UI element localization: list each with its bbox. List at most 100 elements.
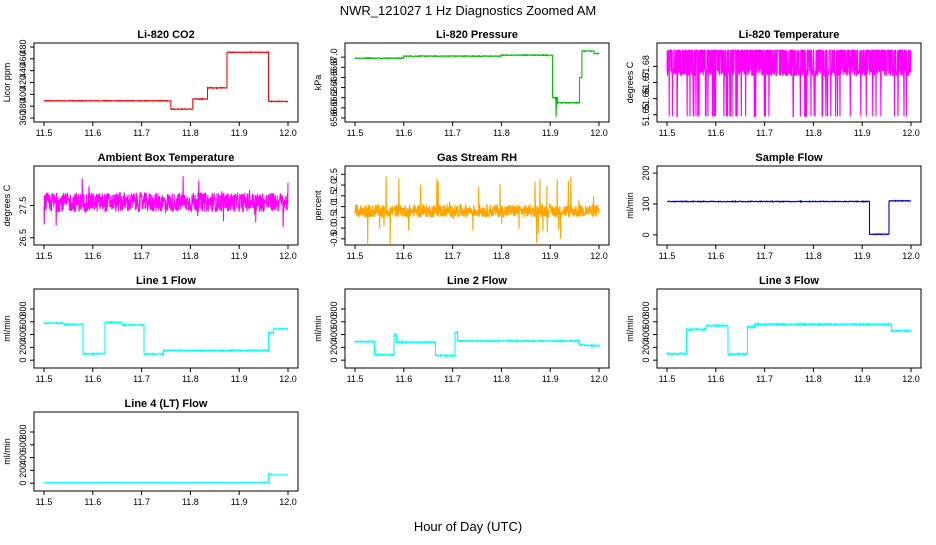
y-axis-label: ml/min: [2, 438, 12, 465]
y-axis-label: ml/min: [313, 315, 323, 342]
y-tick-label: 65.8: [329, 109, 339, 127]
x-tick-label: 11.9: [854, 374, 871, 384]
x-tick-label: 11.6: [707, 374, 724, 384]
x-tick-label: 11.8: [182, 497, 199, 507]
panel-frame: [656, 165, 922, 246]
x-tick-label: 11.6: [707, 128, 724, 138]
panel-2: Li-820 Temperature degrees C 11.5 11.6 11.7 1…: [625, 29, 922, 138]
x-tick-label: 11.7: [133, 497, 150, 507]
x-tick-label: 11.9: [542, 251, 559, 261]
x-tick-label: 11.9: [231, 497, 248, 507]
x-tick-label: 11.8: [182, 374, 199, 384]
x-tick-label: 11.5: [36, 374, 53, 384]
x-tick-label: 11.8: [493, 128, 510, 138]
panel-title: Gas Stream RH: [437, 152, 517, 164]
y-tick-label: -0.5: [329, 231, 339, 247]
x-tick-label: 11.6: [84, 497, 101, 507]
x-tick-label: 12.0: [902, 374, 920, 384]
y-tick-label: 0.0: [329, 222, 339, 235]
y-tick-label: 800: [18, 301, 28, 316]
x-tick-label: 11.5: [347, 251, 364, 261]
x-tick-label: 11.7: [133, 374, 150, 384]
y-tick-label: 2.0: [329, 179, 339, 192]
panel-frame: [33, 42, 299, 123]
x-tick-label: 11.6: [84, 128, 101, 138]
x-tick-label: 11.7: [756, 251, 773, 261]
x-tick-label: 11.5: [347, 374, 364, 384]
panel-3: Ambient Box Temperature degrees C 11.5 11.6…: [2, 152, 299, 261]
series-line: [354, 176, 600, 246]
x-tick-label: 11.5: [659, 374, 676, 384]
panel-frame: [33, 411, 299, 492]
panel-title: Sample Flow: [755, 152, 823, 164]
y-tick-label: 51.67: [641, 71, 651, 94]
series-line: [354, 49, 600, 118]
y-axis-label: degrees C: [625, 61, 635, 103]
panel-frame: [344, 42, 610, 123]
y-axis-label: kPa: [313, 75, 323, 91]
y-axis-label: ml/min: [625, 315, 635, 342]
x-tick-label: 11.9: [542, 374, 559, 384]
series-line: [43, 50, 289, 111]
x-tick-label: 11.5: [347, 128, 364, 138]
x-tick-label: 11.8: [805, 374, 822, 384]
x-tick-label: 12.0: [279, 374, 297, 384]
panel-title: Li-820 CO2: [137, 29, 194, 41]
y-tick-label: 0: [641, 232, 651, 237]
x-tick-label: 11.7: [133, 128, 150, 138]
x-tick-label: 11.8: [805, 128, 822, 138]
panel-title: Li-820 Temperature: [739, 29, 840, 41]
panel-title: Line 2 Flow: [447, 275, 507, 287]
panel-frame: [344, 288, 610, 369]
x-tick-label: 11.6: [707, 251, 724, 261]
figure-xlabel: Hour of Day (UTC): [414, 519, 522, 534]
x-tick-label: 11.9: [231, 128, 248, 138]
series-line: [666, 49, 912, 117]
y-tick-label: 600: [18, 437, 28, 452]
panel-title: Line 4 (LT) Flow: [125, 398, 208, 410]
y-tick-label: 400: [641, 327, 651, 342]
y-tick-label: 1.5: [329, 190, 339, 203]
y-tick-label: 200: [641, 340, 651, 355]
panel-4: Gas Stream RH percent 11.5 11.6 11.7 11.8 11.9…: [313, 152, 610, 261]
x-tick-label: 11.7: [444, 128, 461, 138]
panel-frame: [344, 165, 610, 246]
y-tick-label: 600: [641, 314, 651, 329]
y-tick-label: 66.4: [329, 79, 339, 97]
y-tick-label: 380: [18, 99, 28, 114]
panel-0: Li-820 CO2 Licor ppm 11.5 11.6 11.7 11.8 11.9 1…: [2, 29, 299, 138]
y-tick-label: 0.5: [329, 211, 339, 224]
y-tick-label: 600: [329, 314, 339, 329]
y-tick-label: 0: [18, 358, 28, 363]
panel-title: Ambient Box Temperature: [98, 152, 235, 164]
y-axis-label: ml/min: [625, 192, 635, 219]
figure-title: NWR_121027 1 Hz Diagnostics Zoomed AM: [340, 3, 597, 18]
y-tick-label: 400: [329, 327, 339, 342]
y-tick-label: 66.6: [329, 69, 339, 87]
x-tick-label: 11.8: [805, 251, 822, 261]
y-tick-label: 400: [18, 327, 28, 342]
series-line: [666, 321, 912, 357]
y-tick-label: 420: [18, 75, 28, 90]
y-tick-label: 200: [18, 340, 28, 355]
x-tick-label: 11.5: [659, 251, 676, 261]
x-tick-label: 11.5: [36, 497, 53, 507]
x-tick-label: 11.9: [854, 251, 871, 261]
y-tick-label: 51.68: [641, 55, 651, 78]
x-tick-label: 11.6: [84, 251, 101, 261]
y-axis-label: degrees C: [2, 184, 12, 226]
x-tick-label: 11.8: [493, 251, 510, 261]
panel-6: Line 1 Flow ml/min 11.5 11.6 11.7 11.8 11.9 12.…: [2, 275, 299, 384]
x-tick-label: 11.9: [854, 128, 871, 138]
x-tick-label: 11.6: [395, 374, 412, 384]
y-tick-label: 400: [18, 87, 28, 102]
panel-1: Li-820 Pressure kPa 11.5 11.6 11.7 11.8 11.9 12…: [313, 29, 610, 138]
x-tick-label: 12.0: [902, 251, 920, 261]
x-tick-label: 11.8: [493, 374, 510, 384]
y-tick-label: 67.0: [329, 48, 339, 66]
y-axis-label: Licor ppm: [2, 63, 12, 103]
panel-8: Line 3 Flow ml/min 11.5 11.6 11.7 11.8 11.9 12.…: [625, 275, 922, 384]
y-tick-label: 66.8: [329, 59, 339, 77]
x-tick-label: 11.6: [395, 251, 412, 261]
